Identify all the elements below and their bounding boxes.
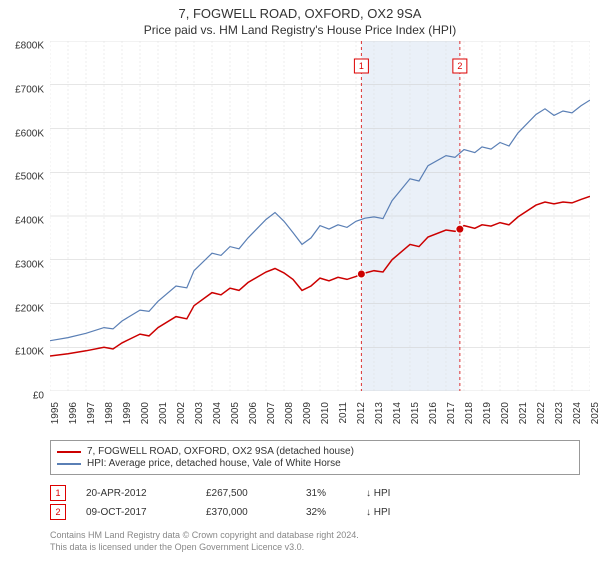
marker-cell-arrow: ↓ HPI <box>366 488 416 499</box>
x-tick-label: 2001 <box>158 402 169 424</box>
x-tick-label: 2014 <box>392 402 403 424</box>
y-tick-label: £300K <box>15 259 44 270</box>
x-tick-label: 2005 <box>230 402 241 424</box>
marker-cell-pct: 32% <box>306 507 366 518</box>
x-tick-label: 2004 <box>212 402 223 424</box>
legend-row: HPI: Average price, detached house, Vale… <box>57 458 573 469</box>
y-tick-label: £200K <box>15 303 44 314</box>
marker-table: 1 20-APR-2012£267,50031%↓ HPI 2 09-OCT-2017… <box>50 482 580 523</box>
x-tick-label: 2011 <box>338 402 349 424</box>
x-tick-label: 2018 <box>464 402 475 424</box>
marker-cell-date: 20-APR-2012 <box>86 488 206 499</box>
x-tick-label: 2015 <box>410 402 421 424</box>
chart-subtitle: Price paid vs. HM Land Registry's House … <box>0 23 600 37</box>
y-tick-label: £600K <box>15 128 44 139</box>
marker-dot <box>456 225 464 233</box>
marker-cell-pct: 31% <box>306 488 366 499</box>
legend: 7, FOGWELL ROAD, OXFORD, OX2 9SA (detach… <box>50 440 580 475</box>
plot-area: 12 <box>50 41 590 391</box>
marker-label-text: 1 <box>359 61 364 71</box>
x-tick-label: 2006 <box>248 402 259 424</box>
y-tick-label: £700K <box>15 84 44 95</box>
marker-cell-price: £370,000 <box>206 507 306 518</box>
x-tick-label: 1998 <box>104 402 115 424</box>
marker-cell-arrow: ↓ HPI <box>366 507 416 518</box>
y-tick-label: £800K <box>15 41 44 52</box>
marker-table-row: 2 09-OCT-2017£370,00032%↓ HPI <box>50 504 580 520</box>
x-tick-label: 2007 <box>266 402 277 424</box>
x-tick-label: 2002 <box>176 402 187 424</box>
marker-dot <box>357 270 365 278</box>
legend-swatch <box>57 451 81 453</box>
y-tick-label: £0 <box>33 391 44 402</box>
marker-id-box: 1 <box>50 485 66 501</box>
x-tick-label: 2021 <box>518 402 529 424</box>
x-tick-label: 2012 <box>356 402 367 424</box>
chart-title: 7, FOGWELL ROAD, OXFORD, OX2 9SA <box>0 6 600 21</box>
x-tick-label: 2013 <box>374 402 385 424</box>
marker-cell-price: £267,500 <box>206 488 306 499</box>
x-tick-label: 2022 <box>536 402 547 424</box>
x-tick-label: 2016 <box>428 402 439 424</box>
x-tick-label: 1999 <box>122 402 133 424</box>
x-tick-label: 2024 <box>572 402 583 424</box>
x-tick-label: 1997 <box>86 402 97 424</box>
legend-label: 7, FOGWELL ROAD, OXFORD, OX2 9SA (detach… <box>87 446 354 457</box>
x-tick-label: 2019 <box>482 402 493 424</box>
y-tick-label: £500K <box>15 172 44 183</box>
x-tick-label: 2017 <box>446 402 457 424</box>
y-axis: £0£100K£200K£300K£400K£500K£600K£700K£80… <box>0 46 50 396</box>
series-property <box>50 196 590 356</box>
x-tick-label: 2023 <box>554 402 565 424</box>
x-tick-label: 1995 <box>50 402 61 424</box>
x-tick-label: 2020 <box>500 402 511 424</box>
footer-text: Contains HM Land Registry data © Crown c… <box>50 530 580 553</box>
x-tick-label: 2009 <box>302 402 313 424</box>
x-tick-label: 2025 <box>590 402 600 424</box>
x-tick-label: 2008 <box>284 402 295 424</box>
x-tick-label: 2000 <box>140 402 151 424</box>
series-hpi <box>50 100 590 341</box>
plot-svg: 12 <box>50 41 590 391</box>
x-tick-label: 2003 <box>194 402 205 424</box>
footer-line1: Contains HM Land Registry data © Crown c… <box>50 530 580 542</box>
marker-id-box: 2 <box>50 504 66 520</box>
x-axis: 1995 1996 1997 1998 1999 2000 2001 2002 2003 2004… <box>50 398 590 438</box>
footer-line2: This data is licensed under the Open Gov… <box>50 542 580 554</box>
legend-row: 7, FOGWELL ROAD, OXFORD, OX2 9SA (detach… <box>57 446 573 457</box>
y-tick-label: £100K <box>15 347 44 358</box>
x-tick-label: 2010 <box>320 402 331 424</box>
legend-swatch <box>57 463 81 465</box>
chart-container: { "title": "7, FOGWELL ROAD, OXFORD, OX2… <box>0 6 600 566</box>
marker-table-row: 1 20-APR-2012£267,50031%↓ HPI <box>50 485 580 501</box>
y-tick-label: £400K <box>15 216 44 227</box>
marker-cell-date: 09-OCT-2017 <box>86 507 206 518</box>
legend-label: HPI: Average price, detached house, Vale… <box>87 458 341 469</box>
marker-label-text: 2 <box>457 61 462 71</box>
x-tick-label: 1996 <box>68 402 79 424</box>
